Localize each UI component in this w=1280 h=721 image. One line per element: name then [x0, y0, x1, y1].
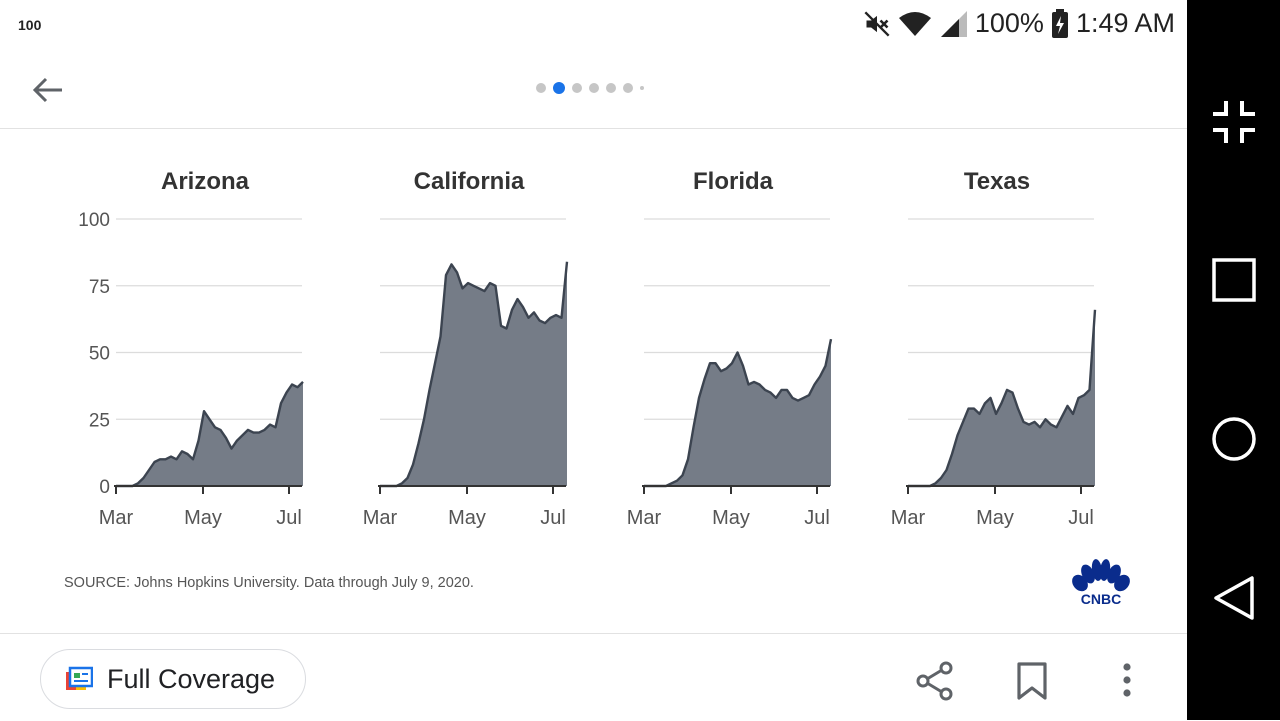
- area-series: [644, 339, 831, 486]
- bottom-action-bar: Full Coverage: [0, 633, 1187, 721]
- pager-dot[interactable]: [589, 83, 599, 93]
- share-icon[interactable]: [915, 660, 955, 702]
- pager-dot[interactable]: [606, 83, 616, 93]
- back-nav-icon[interactable]: [1208, 572, 1260, 624]
- battery-percent: 100%: [974, 8, 1044, 38]
- status-bar: 100 100% 1:49 AM: [0, 0, 1187, 52]
- area-series: [380, 261, 567, 486]
- x-tick-label: Mar: [363, 507, 398, 529]
- area-series-line: [116, 381, 304, 488]
- panel-title: California: [414, 168, 525, 195]
- chart-panel: Arizona Mar May Jul: [99, 168, 304, 529]
- pager-dot[interactable]: [572, 83, 582, 93]
- full-coverage-icon: [66, 666, 93, 690]
- pager-dot-active[interactable]: [553, 82, 565, 94]
- area-series-line: [644, 338, 833, 488]
- battery-charging-icon: [1051, 8, 1068, 38]
- small-multiples-chart: 0 25 50 75 100 Arizona Mar May Jul California Mar M…: [78, 168, 1097, 529]
- cnbc-logo-text: CNBC: [1081, 591, 1121, 607]
- area-series-line: [380, 261, 569, 488]
- area-series: [116, 381, 303, 486]
- wifi-icon: [898, 11, 931, 36]
- pager-dot[interactable]: [623, 83, 633, 93]
- x-tick-label: May: [712, 507, 750, 529]
- area-series: [908, 309, 1095, 486]
- x-tick-label: Mar: [891, 507, 926, 529]
- status-left-text: 100: [18, 17, 42, 33]
- y-tick-label: 0: [99, 477, 110, 498]
- y-tick-label: 50: [89, 344, 110, 365]
- top-app-bar: [0, 52, 1187, 129]
- chart-panel: Florida Mar May Jul: [627, 168, 833, 529]
- x-tick-label: May: [448, 507, 486, 529]
- x-tick-label: Jul: [276, 507, 302, 529]
- full-coverage-label: Full Coverage: [107, 663, 276, 694]
- pager-dots: [536, 82, 644, 94]
- signal-icon: [940, 10, 967, 37]
- source-caption: SOURCE: Johns Hopkins University. Data t…: [64, 575, 474, 591]
- system-navigation-bar: [1187, 0, 1280, 720]
- y-tick-label: 75: [89, 277, 110, 298]
- home-icon[interactable]: [1208, 413, 1260, 465]
- panel-title: Arizona: [161, 168, 250, 195]
- chart-image: 0 25 50 75 100 Arizona Mar May Jul California Mar M…: [0, 129, 1187, 634]
- x-tick-label: May: [184, 507, 222, 529]
- status-time: 1:49 AM: [1075, 8, 1175, 38]
- mute-icon: [864, 11, 890, 36]
- bookmark-icon[interactable]: [1012, 660, 1052, 702]
- y-tick-label: 25: [89, 410, 110, 431]
- back-arrow-icon[interactable]: [26, 68, 70, 112]
- chart-panel: California Mar May Jul: [363, 168, 569, 529]
- panel-title: Texas: [964, 168, 1030, 195]
- y-tick-label: 100: [78, 210, 110, 231]
- full-coverage-button[interactable]: Full Coverage: [40, 649, 306, 709]
- pager-dot[interactable]: [536, 83, 546, 93]
- more-options-icon[interactable]: [1107, 660, 1147, 702]
- cnbc-logo: CNBC: [1072, 559, 1130, 607]
- exit-fullscreen-icon[interactable]: [1208, 96, 1260, 148]
- x-tick-label: May: [976, 507, 1014, 529]
- x-tick-label: Jul: [1068, 507, 1094, 529]
- x-tick-label: Mar: [627, 507, 662, 529]
- pager-dot[interactable]: [640, 86, 644, 90]
- recents-icon[interactable]: [1208, 254, 1260, 306]
- chart-panel: Texas Mar May Jul: [891, 168, 1097, 529]
- x-tick-label: Mar: [99, 507, 134, 529]
- x-tick-label: Jul: [804, 507, 830, 529]
- area-series-line: [908, 309, 1097, 488]
- panel-title: Florida: [693, 168, 774, 195]
- x-tick-label: Jul: [540, 507, 566, 529]
